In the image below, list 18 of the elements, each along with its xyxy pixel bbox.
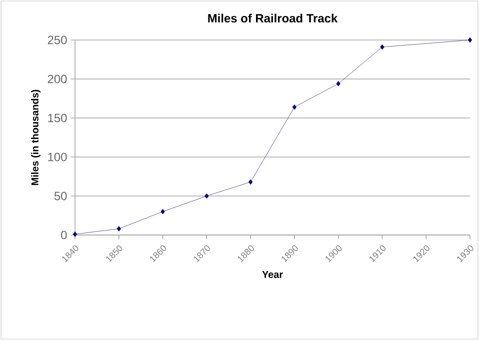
y-tick-label: 0 — [61, 230, 67, 240]
point — [292, 104, 297, 110]
y-tick-label: 250 — [48, 36, 67, 44]
y-tick-label: 150 — [48, 114, 67, 122]
point — [336, 80, 340, 86]
point — [116, 226, 121, 232]
point — [160, 208, 165, 214]
y-tick-label: 200 — [48, 74, 67, 84]
point — [204, 193, 209, 199]
point — [248, 179, 253, 185]
point — [468, 37, 472, 43]
x-axis-title: Year — [262, 271, 283, 278]
point — [380, 44, 384, 50]
y-tick-label: 50 — [54, 192, 67, 200]
point — [72, 232, 78, 237]
chart-title: Miles of Railroad Track — [208, 14, 338, 22]
y-axis-title: Miles (in thousands) — [31, 90, 40, 185]
y-tick-label: 100 — [48, 152, 67, 162]
